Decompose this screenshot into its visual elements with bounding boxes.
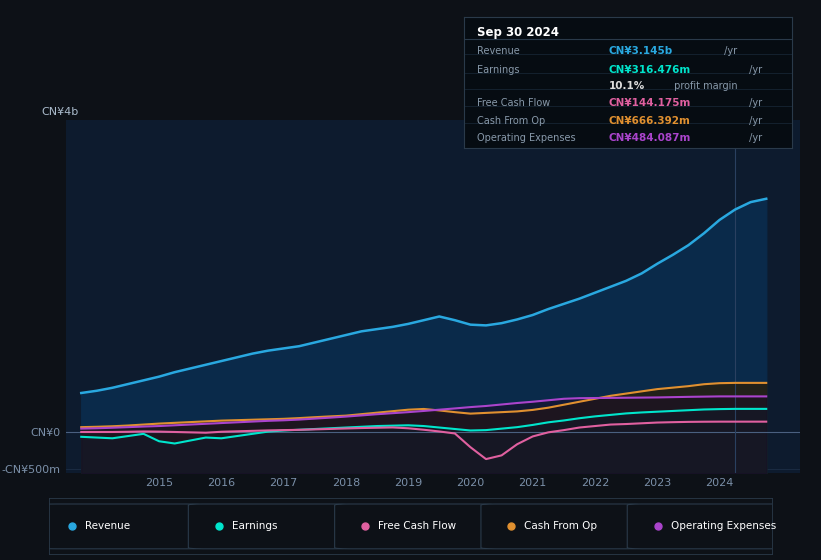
- Text: Sep 30 2024: Sep 30 2024: [477, 26, 559, 39]
- Text: CN¥3.145b: CN¥3.145b: [608, 46, 672, 56]
- Text: Revenue: Revenue: [477, 46, 520, 56]
- FancyBboxPatch shape: [335, 504, 493, 549]
- Text: /yr: /yr: [721, 46, 736, 56]
- Text: Operating Expenses: Operating Expenses: [671, 521, 776, 531]
- Text: Cash From Op: Cash From Op: [477, 115, 545, 125]
- Text: /yr: /yr: [745, 115, 762, 125]
- FancyBboxPatch shape: [627, 504, 787, 549]
- Text: CN¥144.175m: CN¥144.175m: [608, 99, 690, 109]
- Text: Earnings: Earnings: [232, 521, 277, 531]
- Text: Operating Expenses: Operating Expenses: [477, 133, 576, 143]
- Text: Revenue: Revenue: [85, 521, 131, 531]
- Text: CN¥316.476m: CN¥316.476m: [608, 66, 690, 76]
- Text: CN¥484.087m: CN¥484.087m: [608, 133, 690, 143]
- FancyBboxPatch shape: [42, 504, 201, 549]
- Text: 10.1%: 10.1%: [608, 81, 644, 91]
- Text: /yr: /yr: [745, 133, 762, 143]
- Text: /yr: /yr: [745, 99, 762, 109]
- Text: CN¥666.392m: CN¥666.392m: [608, 115, 690, 125]
- Text: Cash From Op: Cash From Op: [525, 521, 598, 531]
- Text: Free Cash Flow: Free Cash Flow: [378, 521, 456, 531]
- FancyBboxPatch shape: [481, 504, 640, 549]
- Text: Free Cash Flow: Free Cash Flow: [477, 99, 550, 109]
- Text: /yr: /yr: [745, 66, 762, 76]
- Text: Earnings: Earnings: [477, 66, 520, 76]
- Text: profit margin: profit margin: [671, 81, 737, 91]
- Text: CN¥4b: CN¥4b: [41, 107, 78, 117]
- FancyBboxPatch shape: [188, 504, 347, 549]
